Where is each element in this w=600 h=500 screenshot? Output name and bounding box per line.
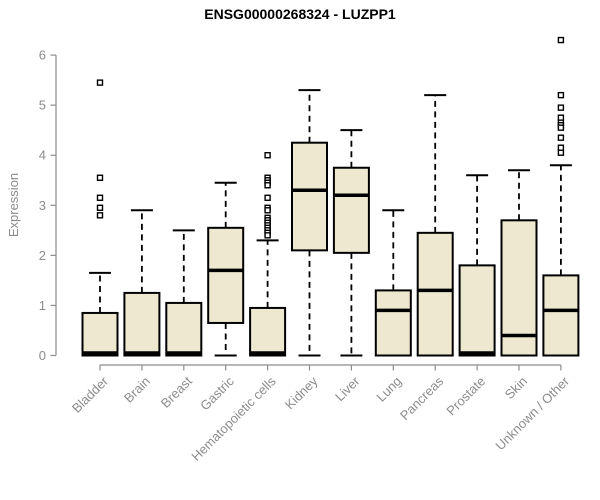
y-tick-label: 3 [39,198,46,213]
box-4 [249,306,287,357]
box-3 [207,226,245,324]
outlier-point [557,91,565,99]
x-tick-label: Brain [121,374,153,406]
y-tick-label: 4 [39,148,46,163]
box-7 [374,289,412,357]
y-tick-label: 0 [39,348,46,363]
outlier-point [557,104,565,111]
x-tick-label: Pancreas [397,373,447,423]
box-6 [332,166,370,254]
y-tick-label: 5 [39,98,46,113]
x-tick-label: Unknown / Other [492,373,572,453]
box-0 [81,311,119,357]
outlier-point [96,204,104,211]
outlier-point [264,207,271,214]
x-tick-label: Bladder [69,373,112,416]
x-tick-label: Breast [158,373,195,410]
y-tick-label: 1 [39,298,46,313]
box-5 [291,141,328,252]
outlier-point [264,232,271,239]
outlier-point [264,194,271,201]
y-tick-label: 6 [39,48,46,63]
y-tick-label: 2 [39,248,46,263]
box-2 [165,301,203,357]
x-tick-label: Liver [332,373,363,404]
outlier-point [96,79,104,86]
x-tick-label: Prostate [443,374,488,419]
outlier-point [96,194,104,201]
outlier-point [264,182,271,189]
box-11 [542,274,580,357]
box-1 [123,291,161,357]
outlier-point [557,144,565,151]
box-8 [416,231,454,357]
outlier-point [264,152,271,159]
x-tick-label: Kidney [282,373,321,412]
box-9 [458,264,496,357]
x-tick-label: Gastric [197,373,237,413]
x-tick-label: Lung [373,374,404,405]
outlier-point [557,114,565,121]
box-10 [500,219,538,357]
outlier-point [557,134,565,141]
outlier-point [557,36,565,44]
outlier-point [96,212,104,219]
outlier-point [96,174,104,181]
outlier-point [557,124,565,131]
outlier-point [557,149,565,156]
chart-title: ENSG00000268324 - LUZPP1 [204,6,396,22]
x-tick-label: Skin [502,374,530,402]
